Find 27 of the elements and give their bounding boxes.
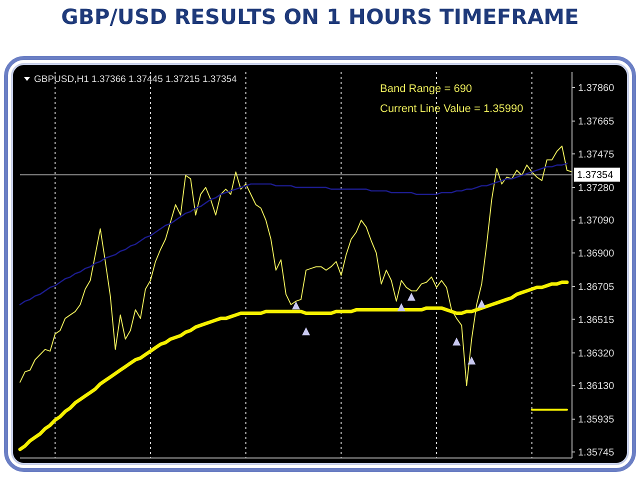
point: [292, 301, 300, 310]
line-series: [20, 146, 572, 386]
y-tick-label: 1.36515: [578, 314, 615, 326]
y-tick-label: 1.37280: [578, 182, 615, 194]
annotation: GBPUSD,H1 1.37366 1.37445 1.37215 1.37354: [34, 74, 237, 85]
ref-line-label: 1.37354: [577, 170, 614, 182]
line-series: [19, 162, 568, 306]
y-tick-label: 1.37860: [578, 83, 615, 94]
y-tick-label: 1.37090: [578, 216, 615, 227]
chart-title: GBP/USD RESULTS ON 1 HOURS TIMEFRAME: [61, 5, 579, 29]
point: [468, 356, 476, 364]
y-tick-label: 1.35745: [578, 447, 615, 458]
y-tick-label: 1.35935: [578, 414, 615, 426]
point: [397, 303, 406, 312]
point: [478, 300, 486, 308]
y-tick-label: 1.36130: [578, 381, 615, 392]
y-tick-label: 1.37475: [578, 149, 615, 160]
y-tick-label: 1.37665: [578, 116, 615, 128]
y-tick-label: 1.36705: [578, 282, 615, 294]
point: [407, 292, 416, 301]
annotation: Band Range = 690: [380, 83, 472, 95]
line-series: [18, 280, 569, 452]
annotation: Current Line Value = 1.35990: [380, 103, 524, 115]
point: [452, 338, 461, 346]
point: [302, 327, 310, 336]
y-tick-label: 1.36900: [578, 248, 615, 260]
y-tick-label: 1.36320: [578, 348, 615, 360]
